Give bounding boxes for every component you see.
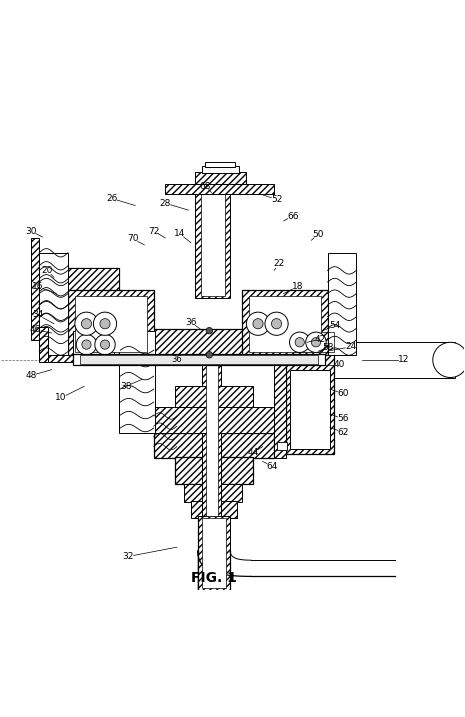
Bar [39, 355, 111, 362]
Bar [198, 551, 230, 590]
Circle shape [95, 334, 115, 355]
Bar [73, 331, 114, 358]
Text: 26: 26 [106, 194, 118, 203]
Bar [184, 484, 242, 502]
Text: 48: 48 [25, 371, 37, 380]
Bar [202, 358, 221, 518]
Circle shape [100, 340, 110, 349]
Circle shape [93, 312, 117, 336]
Bar [249, 296, 320, 351]
Circle shape [82, 340, 91, 349]
Bar [31, 238, 39, 340]
Bar [154, 407, 274, 432]
Text: 22: 22 [273, 259, 285, 268]
Text: 64: 64 [266, 462, 278, 470]
Bar [154, 329, 274, 355]
Bar [191, 501, 237, 518]
Bar [292, 332, 333, 353]
Bar [201, 180, 225, 296]
Bar [195, 172, 246, 184]
Text: 16: 16 [32, 282, 44, 291]
Text: 40: 40 [333, 360, 345, 369]
Circle shape [246, 312, 270, 336]
Bar [75, 296, 147, 351]
Text: 44: 44 [248, 448, 259, 457]
Bar [274, 354, 286, 458]
Text: 54: 54 [330, 321, 341, 330]
Circle shape [206, 351, 213, 358]
Text: 42: 42 [315, 335, 326, 343]
Text: 36: 36 [185, 318, 197, 327]
Circle shape [295, 338, 305, 347]
Bar [334, 342, 455, 378]
Bar [277, 442, 287, 450]
Text: FIG. 1: FIG. 1 [191, 571, 237, 585]
Bar [119, 331, 155, 432]
Bar [73, 354, 325, 366]
Bar [202, 518, 226, 588]
Text: 28: 28 [159, 199, 171, 208]
Text: 38: 38 [120, 382, 132, 391]
Text: 20: 20 [41, 266, 53, 275]
Bar [154, 432, 274, 458]
Text: 30: 30 [25, 227, 37, 235]
Bar [174, 386, 253, 407]
Text: 60: 60 [337, 389, 349, 398]
Bar [291, 370, 330, 449]
Text: 62: 62 [337, 428, 349, 437]
Bar [68, 290, 154, 355]
Circle shape [75, 312, 98, 336]
Bar [206, 361, 218, 516]
Text: 52: 52 [271, 195, 282, 204]
Text: 46: 46 [30, 326, 41, 334]
Circle shape [100, 318, 110, 329]
Bar [39, 253, 68, 355]
Circle shape [81, 318, 92, 329]
Circle shape [311, 338, 320, 347]
Text: 50: 50 [312, 229, 324, 239]
Circle shape [290, 332, 310, 353]
Bar [68, 268, 119, 333]
Text: 70: 70 [127, 234, 139, 243]
Circle shape [206, 328, 213, 334]
Circle shape [433, 342, 465, 378]
Bar [80, 355, 318, 364]
Bar [174, 457, 253, 484]
Text: 58: 58 [322, 343, 334, 352]
Circle shape [272, 318, 282, 329]
Bar [165, 184, 274, 194]
Circle shape [265, 312, 288, 336]
Text: 66: 66 [287, 212, 299, 221]
Text: 14: 14 [173, 229, 185, 238]
Bar [195, 178, 230, 298]
Text: 10: 10 [55, 394, 66, 402]
Text: 72: 72 [148, 227, 159, 235]
Circle shape [76, 334, 97, 355]
Text: 56: 56 [337, 414, 349, 423]
Bar [39, 328, 47, 362]
Bar [198, 516, 230, 590]
Text: 24: 24 [345, 343, 356, 351]
Text: 18: 18 [292, 282, 303, 291]
Bar [327, 253, 356, 355]
Circle shape [253, 318, 263, 329]
Bar [286, 351, 334, 454]
Text: 12: 12 [399, 356, 410, 364]
Text: 32: 32 [122, 552, 134, 561]
Text: 36: 36 [172, 356, 182, 364]
Bar [205, 162, 235, 168]
Bar [68, 268, 119, 303]
Bar [202, 166, 239, 173]
Text: 34: 34 [32, 310, 43, 319]
Bar [242, 290, 327, 355]
Text: 68: 68 [199, 181, 211, 191]
Circle shape [306, 332, 326, 353]
